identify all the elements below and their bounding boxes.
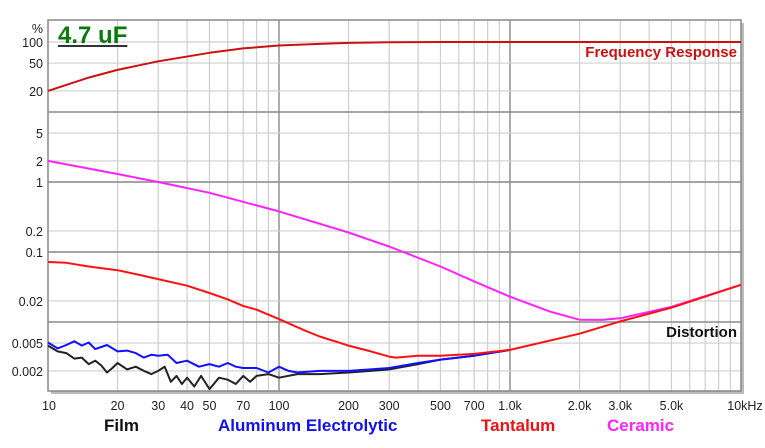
x-tick-label: 30: [151, 399, 165, 413]
y-tick-label: 20: [29, 85, 43, 99]
x-tick-label: 3.0k: [608, 399, 632, 413]
x-tick-label: 10kHz: [727, 399, 762, 413]
x-tick-label: 40: [180, 399, 194, 413]
chart-title: 4.7 uF: [58, 22, 128, 49]
y-tick-label: 2: [36, 155, 43, 169]
legend-tantalum: Tantalum: [481, 416, 556, 435]
legend-aluminum-electrolytic: Aluminum Electrolytic: [218, 416, 398, 435]
series-line-ceramic: [47, 159, 742, 321]
y-axis-unit: %: [32, 22, 43, 36]
plot-area: [48, 20, 741, 391]
x-tick-label: 50: [203, 399, 217, 413]
annotation-distortion: Distortion: [666, 324, 737, 341]
annotation-frequency-response: Frequency Response: [585, 44, 737, 61]
plot-border: [47, 19, 742, 392]
legend-film: Film: [104, 416, 139, 435]
x-tick-label: 500: [430, 399, 451, 413]
y-tick-label: 0.005: [12, 337, 43, 351]
y-tick-label: 0.002: [12, 365, 43, 379]
y-tick-label: 0.2: [26, 225, 43, 239]
y-tick-label: 0.1: [26, 246, 43, 260]
y-tick-label: 1: [36, 176, 43, 190]
x-tick-label: 5.0k: [660, 399, 684, 413]
x-tick-label: 2.0k: [568, 399, 592, 413]
x-tick-label: 300: [379, 399, 400, 413]
series-line-tantalum: [47, 261, 742, 359]
y-tick-label: 0.02: [19, 295, 43, 309]
x-tick-label: 10: [42, 399, 56, 413]
series-line-aluminum-electrolytic: [47, 340, 511, 374]
y-tick-label: 5: [36, 127, 43, 141]
y-tick-label: 50: [29, 57, 43, 71]
series-line-frequency-response: [47, 41, 741, 92]
y-tick-label: 100: [22, 36, 43, 50]
x-tick-label: 100: [269, 399, 290, 413]
x-tick-label: 70: [236, 399, 250, 413]
legend-ceramic: Ceramic: [607, 416, 675, 435]
x-tick-label: 200: [338, 399, 359, 413]
series-line-film: [47, 344, 511, 391]
x-tick-label: 20: [111, 399, 125, 413]
x-tick-label: 700: [464, 399, 485, 413]
x-tick-label: 1.0k: [498, 399, 522, 413]
